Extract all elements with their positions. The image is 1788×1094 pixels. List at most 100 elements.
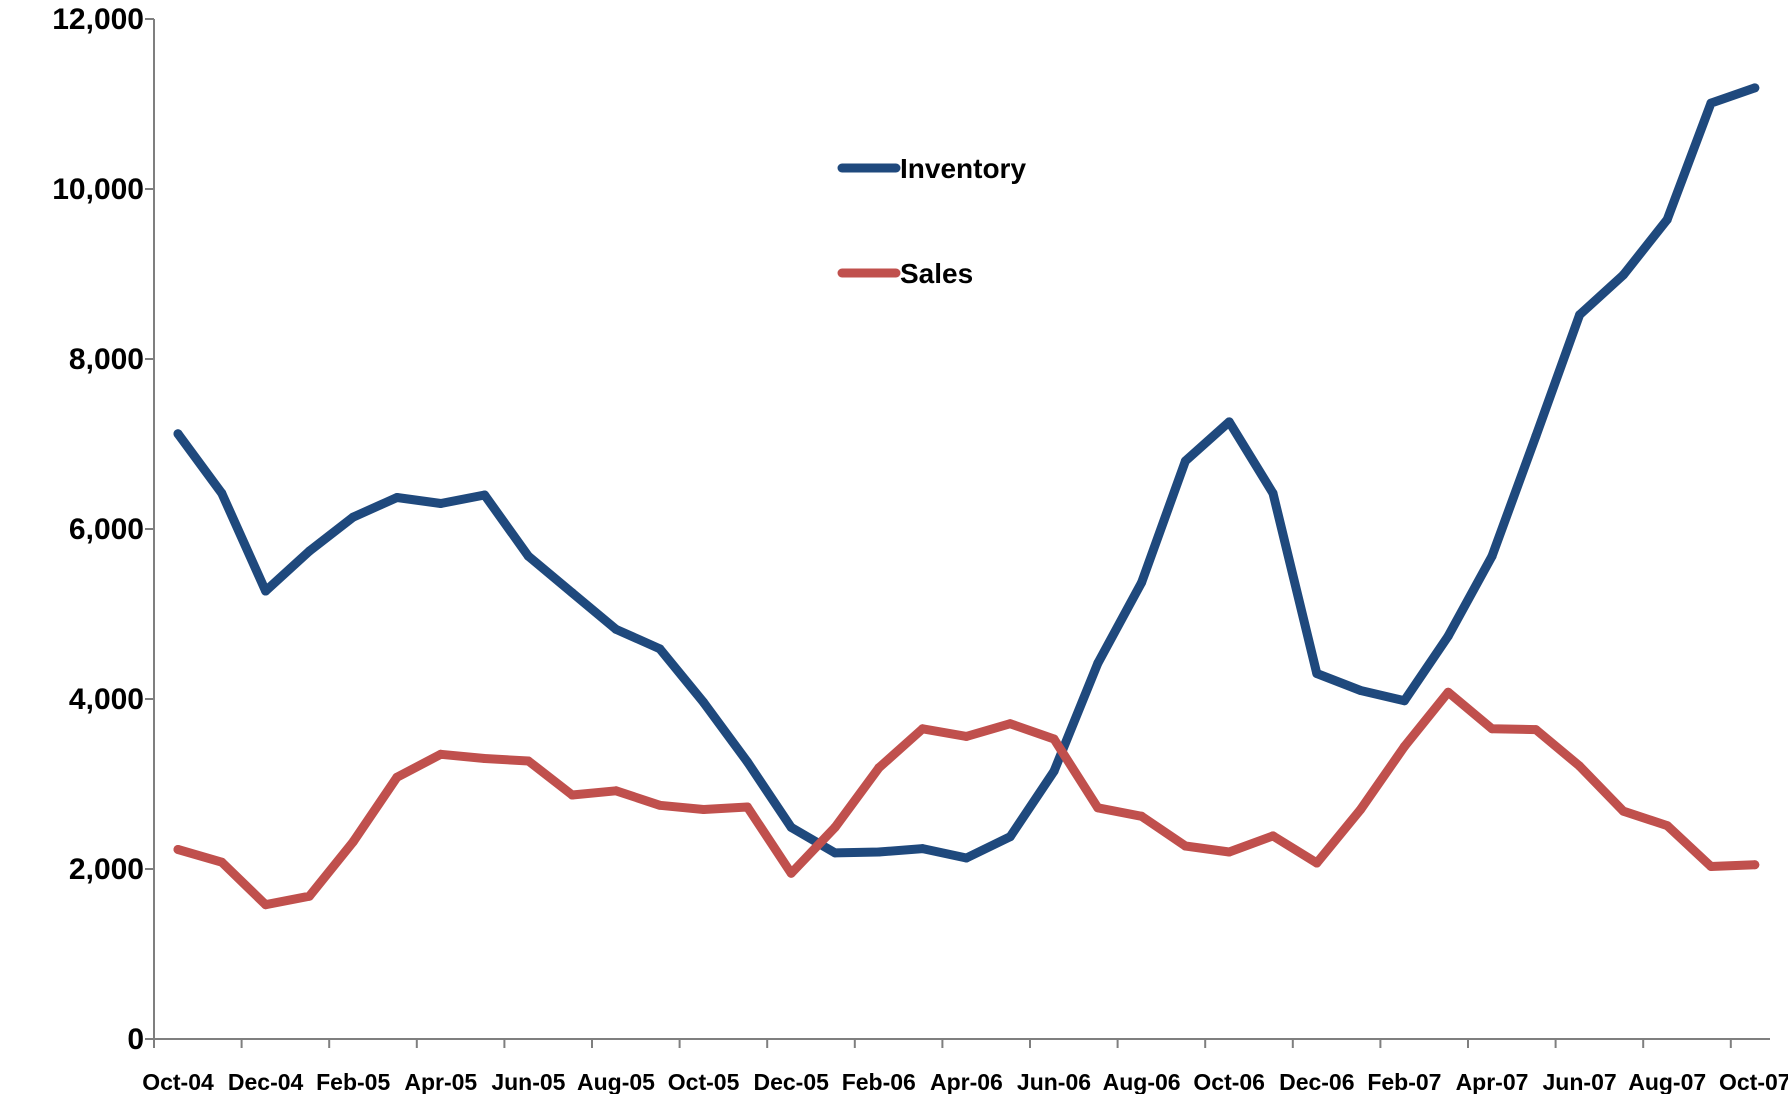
data-point-inventory (655, 644, 665, 654)
data-point-sales (261, 900, 271, 910)
data-point-inventory (699, 697, 709, 707)
data-point-sales (699, 805, 709, 814)
data-point-inventory (392, 493, 402, 503)
data-point-inventory (1531, 431, 1541, 441)
data-point-inventory (348, 512, 358, 522)
data-point-sales (1180, 841, 1190, 851)
data-point-inventory (1399, 696, 1409, 706)
data-point-inventory (1312, 669, 1322, 678)
x-tick-label: Feb-06 (842, 1069, 916, 1094)
data-point-inventory (1224, 417, 1234, 427)
data-point-inventory (874, 847, 884, 857)
data-point-inventory (567, 588, 577, 598)
data-point-inventory (961, 853, 971, 863)
x-tick-label: Dec-05 (753, 1069, 829, 1094)
y-tick-label: 0 (127, 1023, 144, 1056)
data-point-inventory (1093, 658, 1103, 668)
x-tick-label: Apr-07 (1456, 1069, 1529, 1094)
x-axis-ticks: Oct-04 Dec-04 Feb-05 Apr-05 Jun-05 Aug-05 Oct-… (142, 1039, 1788, 1094)
x-tick-label: Oct-06 (1193, 1069, 1265, 1094)
data-point-sales (304, 891, 314, 901)
data-point-inventory (918, 844, 928, 854)
data-point-sales (1224, 847, 1234, 857)
y-tick-label: 4,000 (69, 683, 144, 716)
x-tick-label: Aug-07 (1628, 1069, 1706, 1094)
data-point-inventory (786, 822, 796, 832)
data-point-inventory (1137, 578, 1147, 588)
data-point-inventory (1005, 832, 1015, 842)
data-point-sales (1575, 761, 1585, 771)
data-point-sales (830, 822, 840, 832)
data-point-sales (786, 868, 796, 878)
data-point-sales (436, 749, 446, 759)
data-point-sales (1487, 724, 1497, 734)
data-point-sales (567, 790, 577, 800)
data-point-sales (392, 772, 402, 782)
data-point-inventory (1268, 488, 1278, 498)
y-tick-label: 6,000 (69, 513, 144, 546)
data-point-sales (1750, 860, 1760, 870)
data-point-sales (217, 857, 227, 867)
y-axis-ticks: 0 2,000 4,000 6,000 8,000 10,000 12,000 (52, 3, 154, 1056)
x-tick-label: Apr-06 (930, 1069, 1003, 1094)
legend: Inventory Sales (837, 153, 1026, 289)
x-tick-label: Feb-07 (1367, 1069, 1441, 1094)
data-point-sales (1005, 719, 1015, 729)
x-tick-label: Oct-07 (1719, 1069, 1788, 1094)
data-point-inventory (480, 490, 490, 500)
data-point-sales (480, 754, 490, 763)
y-tick-label: 10,000 (52, 173, 144, 206)
data-point-inventory (1356, 686, 1366, 695)
x-tick-label: Jun-07 (1543, 1069, 1617, 1094)
series-line-sales (173, 687, 1760, 910)
y-tick-label: 2,000 (69, 853, 144, 886)
data-point-inventory (217, 488, 227, 498)
data-point-sales (1093, 803, 1103, 813)
data-point-sales (961, 731, 971, 741)
data-point-sales (173, 844, 183, 854)
data-point-inventory (261, 586, 271, 596)
data-point-sales (874, 763, 884, 773)
data-point-inventory (1706, 98, 1716, 108)
x-tick-label: Oct-04 (142, 1069, 214, 1094)
data-point-sales (1706, 861, 1716, 871)
x-tick-label: Feb-05 (316, 1069, 390, 1094)
data-point-sales (655, 800, 665, 810)
data-point-inventory (742, 757, 752, 767)
legend-label-sales: Sales (900, 258, 973, 289)
x-tick-label: Apr-05 (404, 1069, 477, 1094)
data-point-sales (1137, 811, 1147, 821)
data-point-inventory (436, 499, 446, 508)
x-tick-label: Aug-06 (1103, 1069, 1181, 1094)
data-point-inventory (1180, 456, 1190, 466)
data-point-inventory (611, 624, 621, 634)
y-tick-label: 8,000 (69, 343, 144, 376)
series-lines (173, 83, 1760, 910)
x-tick-label: Oct-05 (668, 1069, 740, 1094)
data-point-sales (918, 724, 928, 734)
data-point-inventory (1662, 215, 1672, 225)
data-point-inventory (830, 848, 840, 858)
x-tick-label: Jun-06 (1017, 1069, 1091, 1094)
y-tick-label: 12,000 (52, 3, 144, 36)
data-point-sales (348, 837, 358, 847)
data-point-sales (1662, 821, 1672, 831)
data-point-inventory (173, 429, 183, 439)
data-point-inventory (1443, 631, 1453, 641)
data-point-sales (611, 786, 621, 796)
data-point-sales (1356, 805, 1366, 814)
x-tick-label: Aug-05 (577, 1069, 655, 1094)
data-point-sales (523, 756, 533, 766)
data-point-sales (1399, 742, 1409, 752)
data-point-inventory (1487, 551, 1497, 561)
x-tick-label: Dec-04 (228, 1069, 304, 1094)
data-point-sales (1312, 858, 1322, 868)
data-point-inventory (1049, 766, 1059, 776)
data-point-sales (1618, 806, 1628, 816)
data-point-sales (1443, 687, 1453, 697)
data-point-sales (1049, 734, 1059, 744)
data-point-inventory (1618, 270, 1628, 280)
legend-label-inventory: Inventory (900, 153, 1026, 184)
x-tick-label: Jun-05 (491, 1069, 565, 1094)
